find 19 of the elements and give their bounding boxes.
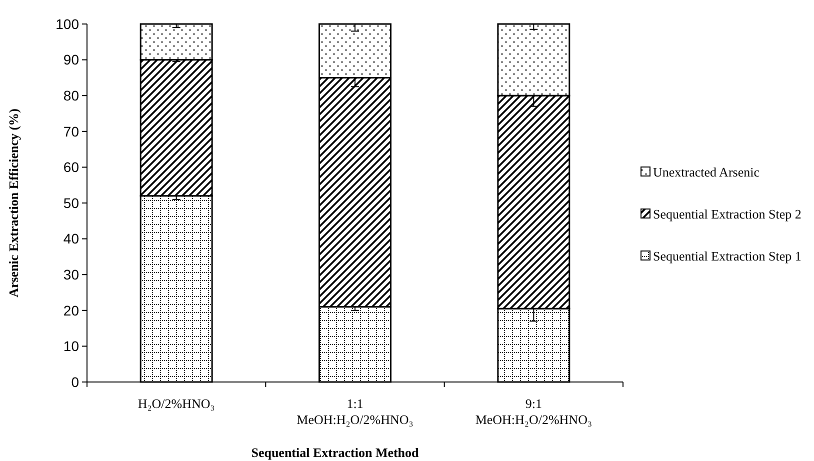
legend-label: Unextracted Arsenic: [653, 164, 760, 180]
y-tick-label: 60: [63, 159, 80, 176]
y-tick-label: 40: [63, 230, 80, 247]
y-tick-label: 20: [63, 302, 80, 318]
y-tick-label: 0: [71, 374, 80, 390]
x-axis-title: Sequential Extraction Method: [251, 445, 420, 460]
y-tick-label: 80: [63, 88, 80, 104]
legend-label: Sequential Extraction Step 2: [653, 206, 802, 222]
y-tick-label: 50: [63, 194, 80, 211]
y-tick-label: 10: [63, 338, 80, 354]
y-tick-label: 90: [63, 52, 80, 68]
x-tick-label: H₂O/2%HNO₃: [138, 396, 215, 411]
y-tick-label: 100: [56, 16, 80, 32]
y-tick-label: 70: [63, 123, 80, 140]
legend-label: Sequential Extraction Step 1: [653, 248, 802, 264]
y-tick-label: 30: [63, 266, 80, 282]
x-tick-label: 9:1 MeOH:H₂O/2%HNO₃: [475, 396, 592, 427]
y-axis-title: Arsenic Extraction Efficiency (%): [6, 108, 21, 298]
x-tick-label: 1:1 MeOH:H₂O/2%HNO₃: [296, 396, 414, 427]
